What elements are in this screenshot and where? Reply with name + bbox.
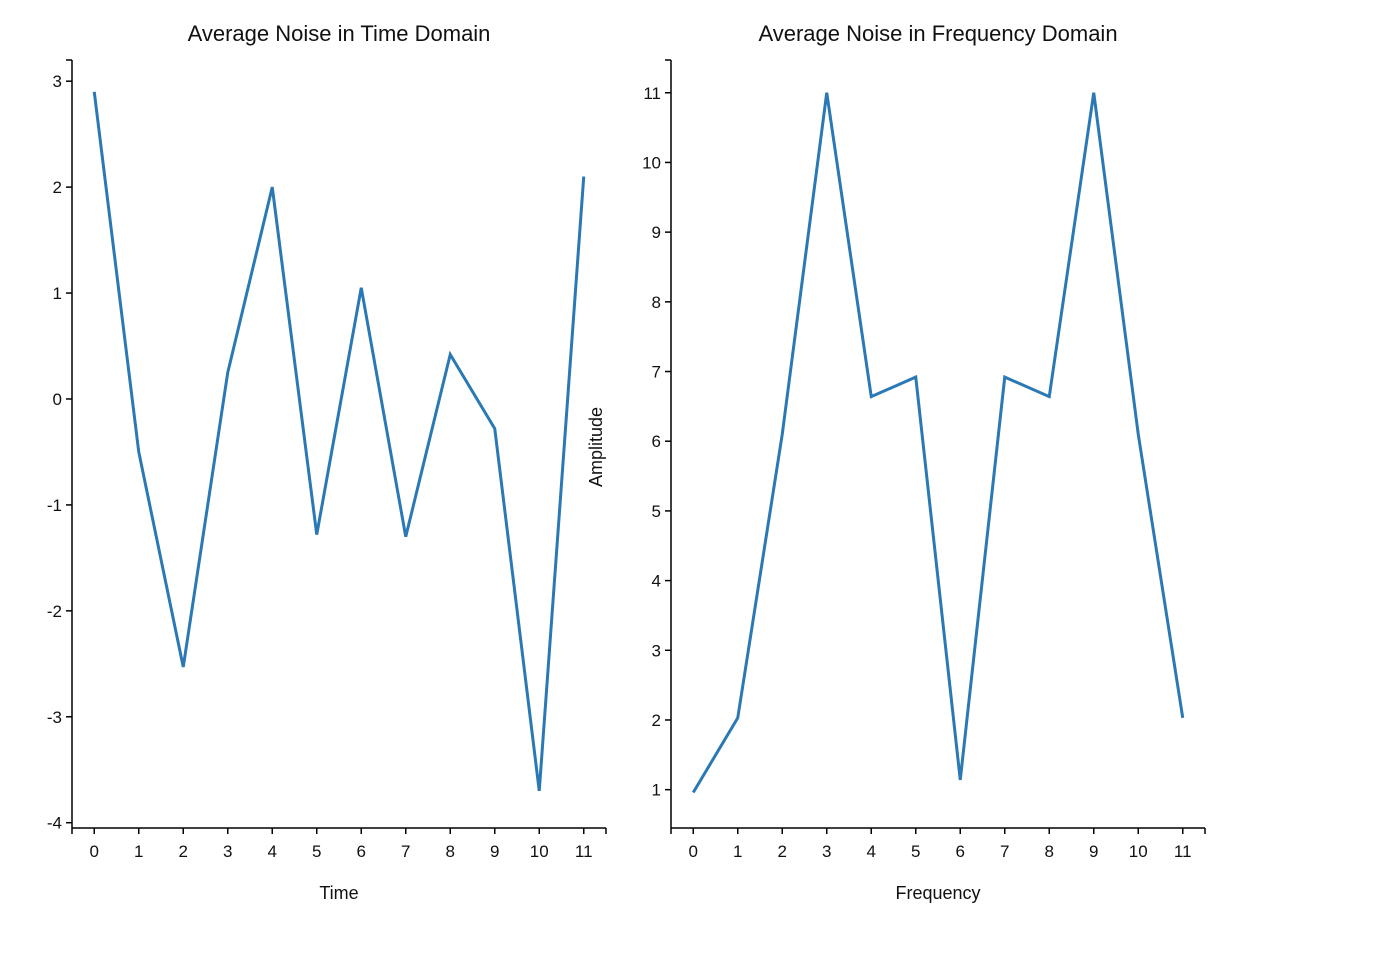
time-domain-x-tick-label: 0 [90, 842, 99, 861]
time-domain-x-tick-label: 5 [312, 842, 321, 861]
time-domain-y-tick-label: -2 [47, 602, 62, 621]
time-domain-y-tick-label: 1 [53, 284, 62, 303]
frequency-domain-x-tick-label: 3 [822, 842, 831, 861]
frequency-domain-y-tick-label: 6 [652, 432, 661, 451]
time-domain-series-line [92, 91, 586, 792]
frequency-domain-x-tick-label: 8 [1045, 842, 1054, 861]
frequency-domain-y-axis-label: Amplitude [586, 407, 606, 487]
frequency-domain-y-tick-label: 4 [652, 572, 661, 591]
frequency-domain-y-tick-label: 7 [652, 363, 661, 382]
frequency-domain-x-tick-label: 6 [956, 842, 965, 861]
frequency-domain-x-axis-label: Frequency [895, 883, 980, 903]
frequency-domain-panel: Average Noise in Frequency Domain Freque… [586, 21, 1206, 903]
frequency-domain-x-tick-label: 2 [778, 842, 787, 861]
time-domain-x-tick-label: 9 [490, 842, 499, 861]
frequency-domain-x-tick-label: 5 [911, 842, 920, 861]
frequency-domain-y-tick-label: 11 [643, 84, 661, 103]
frequency-domain-y-tick-label: 9 [652, 223, 661, 242]
time-domain-x-tick-label: 10 [530, 842, 549, 861]
frequency-domain-y-tick-label: 10 [642, 153, 661, 172]
time-domain-x-tick-label: 2 [179, 842, 188, 861]
time-domain-x-tick-label: 6 [357, 842, 366, 861]
frequency-domain-title: Average Noise in Frequency Domain [758, 21, 1117, 46]
time-domain-y-tick-label: 0 [53, 390, 62, 409]
time-domain-x-tick-label: 7 [401, 842, 410, 861]
time-domain-title: Average Noise in Time Domain [188, 21, 491, 46]
frequency-domain-series-line [691, 92, 1185, 794]
time-domain-x-tick-label: 8 [446, 842, 455, 861]
frequency-domain-y-tick-label: 8 [652, 293, 661, 312]
frequency-domain-y-tick-label: 2 [652, 711, 661, 730]
time-domain-x-tick-label: 3 [223, 842, 232, 861]
time-domain-y-tick-label: 3 [53, 72, 62, 91]
time-domain-y-tick-label: -3 [47, 708, 62, 727]
time-domain-panel: Average Noise in Time Domain Time -4 -3 -2… [47, 21, 607, 903]
time-domain-y-tick-label: -1 [47, 496, 62, 515]
frequency-domain-x-tick-label: 7 [1000, 842, 1009, 861]
time-domain-y-tick-label: -4 [47, 814, 62, 833]
time-domain-x-tick-label: 11 [575, 842, 593, 861]
frequency-domain-x-tick-label: 9 [1089, 842, 1098, 861]
frequency-domain-y-tick-label: 5 [652, 502, 661, 521]
frequency-domain-y-tick-label: 1 [652, 781, 661, 800]
frequency-domain-x-tick-label: 1 [733, 842, 742, 861]
frequency-domain-x-tick-label: 0 [689, 842, 698, 861]
time-domain-x-axis-label: Time [319, 883, 358, 903]
frequency-domain-x-tick-label: 4 [867, 842, 876, 861]
frequency-domain-y-tick-label: 3 [652, 641, 661, 660]
frequency-domain-x-tick-label: 10 [1129, 842, 1148, 861]
time-domain-x-tick-label: 1 [134, 842, 143, 861]
time-domain-x-tick-label: 4 [268, 842, 277, 861]
time-domain-y-tick-label: 2 [53, 178, 62, 197]
frequency-domain-x-tick-label: 11 [1174, 842, 1192, 861]
